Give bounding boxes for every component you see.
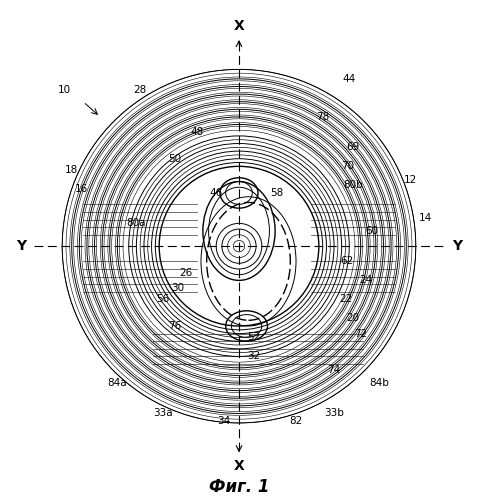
Text: 84a: 84a	[108, 378, 127, 388]
Text: 84b: 84b	[369, 378, 390, 388]
Text: 30: 30	[172, 283, 185, 293]
Text: 44: 44	[343, 74, 356, 84]
Text: 60: 60	[366, 226, 379, 236]
Text: 72: 72	[354, 329, 367, 339]
Text: X: X	[234, 459, 244, 473]
Text: 28: 28	[133, 85, 147, 95]
Text: 46: 46	[209, 188, 223, 198]
Text: 50: 50	[168, 154, 181, 164]
Text: 26: 26	[179, 268, 193, 278]
Text: 14: 14	[419, 213, 432, 223]
Text: 62: 62	[341, 256, 354, 266]
Text: 48: 48	[191, 127, 204, 137]
Text: 80b: 80b	[343, 180, 363, 190]
Text: 78: 78	[316, 112, 329, 122]
Text: Фиг. 1: Фиг. 1	[209, 478, 269, 496]
Text: 32: 32	[248, 351, 261, 361]
Text: 33a: 33a	[153, 409, 173, 419]
Text: 70: 70	[341, 161, 354, 171]
Text: 80a: 80a	[127, 219, 146, 229]
Text: 56: 56	[156, 294, 170, 304]
Text: 33b: 33b	[324, 409, 344, 419]
Text: 76: 76	[168, 321, 181, 331]
Text: X: X	[234, 19, 244, 33]
Text: 24: 24	[360, 275, 373, 285]
Text: 34: 34	[217, 416, 230, 426]
Text: 74: 74	[327, 365, 341, 375]
Text: 22: 22	[339, 294, 352, 304]
Text: 10: 10	[57, 85, 71, 95]
Text: 20: 20	[347, 313, 359, 323]
Text: 52: 52	[248, 332, 261, 342]
Text: 69: 69	[347, 142, 359, 152]
Text: 12: 12	[403, 175, 417, 185]
Text: 16: 16	[75, 184, 88, 194]
Text: 58: 58	[271, 188, 283, 198]
Text: Y: Y	[452, 239, 462, 253]
Text: 82: 82	[289, 416, 303, 426]
Text: 18: 18	[65, 165, 78, 175]
Text: Y: Y	[16, 239, 26, 253]
